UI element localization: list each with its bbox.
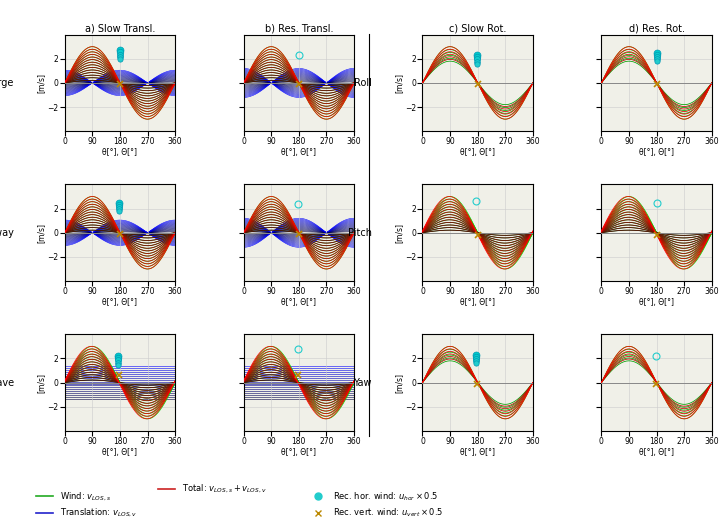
Legend: Wind: $v_{LOS,s}$, Translation: $v_{LOS,v}$: Wind: $v_{LOS,s}$, Translation: $v_{LOS,…	[33, 487, 140, 522]
Text: Heave: Heave	[0, 378, 14, 388]
X-axis label: θ[°], Θ[°]: θ[°], Θ[°]	[460, 298, 495, 307]
X-axis label: θ[°], Θ[°]: θ[°], Θ[°]	[281, 298, 316, 307]
X-axis label: θ[°], Θ[°]: θ[°], Θ[°]	[639, 148, 674, 157]
X-axis label: θ[°], Θ[°]: θ[°], Θ[°]	[460, 447, 495, 456]
Title: b) Res. Transl.: b) Res. Transl.	[265, 24, 333, 34]
Legend: Rec. hor. wind: $u_{hor} \times 0.5$, Rec. vert. wind: $u_{vert} \times 0.5$: Rec. hor. wind: $u_{hor} \times 0.5$, Re…	[306, 487, 446, 522]
X-axis label: θ[°], Θ[°]: θ[°], Θ[°]	[102, 298, 137, 307]
Text: Sway: Sway	[0, 228, 14, 238]
Y-axis label: [m/s]: [m/s]	[395, 73, 404, 93]
Text: Yaw: Yaw	[353, 378, 372, 388]
X-axis label: θ[°], Θ[°]: θ[°], Θ[°]	[639, 298, 674, 307]
Text: Surge: Surge	[0, 78, 14, 88]
Y-axis label: [m/s]: [m/s]	[37, 73, 46, 93]
Y-axis label: [m/s]: [m/s]	[395, 223, 404, 243]
X-axis label: θ[°], Θ[°]: θ[°], Θ[°]	[102, 447, 137, 456]
X-axis label: θ[°], Θ[°]: θ[°], Θ[°]	[102, 148, 137, 157]
Title: c) Slow Rot.: c) Slow Rot.	[449, 24, 506, 34]
Y-axis label: [m/s]: [m/s]	[37, 223, 46, 243]
X-axis label: θ[°], Θ[°]: θ[°], Θ[°]	[281, 148, 316, 157]
X-axis label: θ[°], Θ[°]: θ[°], Θ[°]	[281, 447, 316, 456]
Title: d) Res. Rot.: d) Res. Rot.	[628, 24, 684, 34]
X-axis label: θ[°], Θ[°]: θ[°], Θ[°]	[460, 148, 495, 157]
Y-axis label: [m/s]: [m/s]	[395, 372, 404, 393]
X-axis label: θ[°], Θ[°]: θ[°], Θ[°]	[639, 447, 674, 456]
Text: Pitch: Pitch	[348, 228, 372, 238]
Legend: Total: $v_{LOS,s} + v_{LOS,v}$: Total: $v_{LOS,s} + v_{LOS,v}$	[155, 480, 270, 498]
Text: Roll: Roll	[354, 78, 372, 88]
Title: a) Slow Transl.: a) Slow Transl.	[85, 24, 155, 34]
Y-axis label: [m/s]: [m/s]	[37, 372, 46, 393]
